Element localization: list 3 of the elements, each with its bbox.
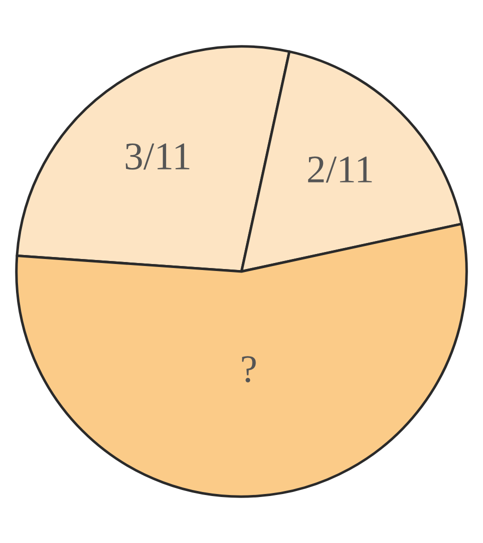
data-label: ? (242, 356, 256, 382)
data-label: 3/11 (126, 143, 190, 170)
data-label: 2/11 (308, 156, 372, 183)
